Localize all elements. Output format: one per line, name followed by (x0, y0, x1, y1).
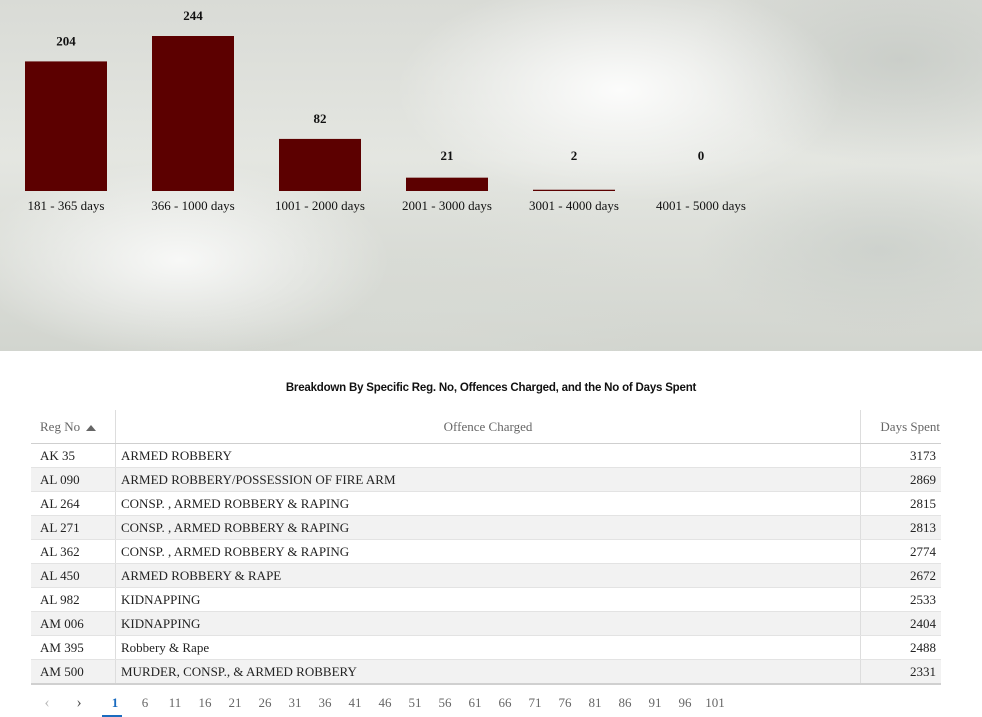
offence-cell: ARMED ROBBERY (115, 443, 861, 468)
page-link[interactable]: 61 (468, 695, 482, 710)
bar-value-label: 21 (441, 148, 454, 163)
reg-no-cell: AM 006 (31, 611, 116, 636)
bar-value-label: 244 (183, 8, 203, 23)
days-spent-cell: 2815 (860, 491, 941, 516)
offence-cell: KIDNAPPING (115, 611, 861, 636)
page-link[interactable]: 16 (198, 695, 212, 710)
table-header-row: Reg No Offence Charged Days Spent (31, 410, 941, 444)
page-link[interactable]: 91 (648, 695, 662, 710)
days-spent-cell: 2813 (860, 515, 941, 540)
table-row[interactable]: AL 271 CONSP. , ARMED ROBBERY & RAPING 281… (31, 515, 941, 540)
bar[interactable] (406, 177, 488, 191)
category-label: 366 - 1000 days (151, 198, 234, 213)
reg-no-cell: AM 500 (31, 659, 116, 685)
reg-no-cell: AL 090 (31, 467, 116, 492)
page-link[interactable]: 41 (348, 695, 362, 710)
table-row[interactable]: AL 090 ARMED ROBBERY/POSSESSION OF FIRE A… (31, 467, 941, 492)
days-spent-cell: 2774 (860, 539, 941, 564)
category-label: 1001 - 2000 days (275, 198, 365, 213)
offence-cell: CONSP. , ARMED ROBBERY & RAPING (115, 515, 861, 540)
page-link[interactable]: 31 (288, 695, 302, 710)
page-link[interactable]: 36 (318, 695, 332, 710)
page-link[interactable]: 26 (258, 695, 272, 710)
offence-cell: ARMED ROBBERY & RAPE (115, 563, 861, 588)
breakdown-table: Reg No Offence Charged Days Spent AK 35 A… (31, 410, 941, 685)
reg-no-cell: AK 35 (31, 443, 116, 468)
page-link[interactable]: 71 (528, 695, 542, 710)
reg-no-cell: AM 395 (31, 635, 116, 660)
reg-no-cell: AL 271 (31, 515, 116, 540)
offence-cell: KIDNAPPING (115, 587, 861, 612)
bar-value-label: 204 (56, 33, 76, 48)
offence-cell: MURDER, CONSP., & ARMED ROBBERY (115, 659, 861, 685)
days-spent-cell: 2533 (860, 587, 941, 612)
table-title: Breakdown By Specific Reg. No, Offences … (285, 382, 697, 394)
page-link[interactable]: 6 (141, 695, 149, 710)
page-link[interactable]: 81 (588, 695, 602, 710)
bar-value-label: 82 (314, 111, 327, 126)
chevron-right-icon[interactable]: › (76, 694, 82, 711)
column-header-days[interactable]: Days Spent (860, 410, 941, 444)
page-link[interactable]: 101 (705, 695, 725, 710)
bar[interactable] (25, 61, 107, 191)
cloud-background: 204 181 - 365 days 244 366 - 1000 days 82 100… (0, 0, 982, 351)
column-header-label: Reg No (40, 418, 81, 434)
page-link[interactable]: 51 (408, 695, 422, 710)
offence-cell: CONSP. , ARMED ROBBERY & RAPING (115, 491, 861, 516)
table-row[interactable]: AM 395 Robbery & Rape 2488 (31, 635, 941, 660)
pagination: ‹ › 1 6 11 16 21 26 31 36 41 46 51 56 61 66 71 76 81 86 91… (36, 690, 730, 717)
chevron-left-icon[interactable]: ‹ (44, 694, 50, 711)
category-label: 4001 - 5000 days (656, 198, 746, 213)
days-spent-cell: 2488 (860, 635, 941, 660)
days-spent-cell: 3173 (860, 443, 941, 468)
category-label: 2001 - 3000 days (402, 198, 492, 213)
bar-value-label: 2 (571, 148, 578, 163)
bar[interactable] (152, 36, 234, 191)
days-spent-cell: 2869 (860, 467, 941, 492)
sort-ascending-icon (86, 424, 97, 431)
bar-value-label: 0 (698, 148, 705, 163)
table-row[interactable]: AM 006 KIDNAPPING 2404 (31, 611, 941, 636)
page-link[interactable]: 56 (438, 695, 452, 710)
table-row[interactable]: AK 35 ARMED ROBBERY 3173 (31, 443, 941, 468)
table-row[interactable]: AM 500 MURDER, CONSP., & ARMED ROBBERY 233… (31, 659, 941, 685)
offence-cell: CONSP. , ARMED ROBBERY & RAPING (115, 539, 861, 564)
category-label: 3001 - 4000 days (529, 198, 619, 213)
days-spent-cell: 2331 (860, 659, 941, 685)
bar[interactable] (533, 189, 615, 191)
bar[interactable] (279, 138, 361, 191)
days-spent-cell: 2404 (860, 611, 941, 636)
page-link[interactable]: 86 (618, 695, 632, 710)
page-link[interactable]: 11 (168, 695, 182, 710)
offence-cell: Robbery & Rape (115, 635, 861, 660)
reg-no-cell: AL 982 (31, 587, 116, 612)
page-link[interactable]: 96 (678, 695, 692, 710)
reg-no-cell: AL 450 (31, 563, 116, 588)
page-link[interactable]: 46 (378, 695, 392, 710)
table-row[interactable]: AL 362 CONSP. , ARMED ROBBERY & RAPING 277… (31, 539, 941, 564)
days-distribution-chart: 204 181 - 365 days 244 366 - 1000 days 82 100… (25, 8, 746, 213)
page-link[interactable]: 76 (558, 695, 572, 710)
table-row[interactable]: AL 264 CONSP. , ARMED ROBBERY & RAPING 281… (31, 491, 941, 516)
reg-no-cell: AL 362 (31, 539, 116, 564)
page-link[interactable]: 1 (100, 695, 130, 717)
table-row[interactable]: AL 982 KIDNAPPING 2533 (31, 587, 941, 612)
days-spent-cell: 2672 (860, 563, 941, 588)
column-header-offence[interactable]: Offence Charged (115, 410, 861, 444)
reg-no-cell: AL 264 (31, 491, 116, 516)
category-label: 181 - 365 days (28, 198, 105, 213)
offence-cell: ARMED ROBBERY/POSSESSION OF FIRE ARM (115, 467, 861, 492)
page-link[interactable]: 21 (228, 695, 242, 710)
page-link[interactable]: 66 (498, 695, 512, 710)
table-body: AK 35 ARMED ROBBERY 3173 AL 090 ARMED ROBBER… (31, 443, 941, 685)
table-row[interactable]: AL 450 ARMED ROBBERY & RAPE 2672 (31, 563, 941, 588)
column-header-reg-no[interactable]: Reg No (31, 410, 116, 444)
